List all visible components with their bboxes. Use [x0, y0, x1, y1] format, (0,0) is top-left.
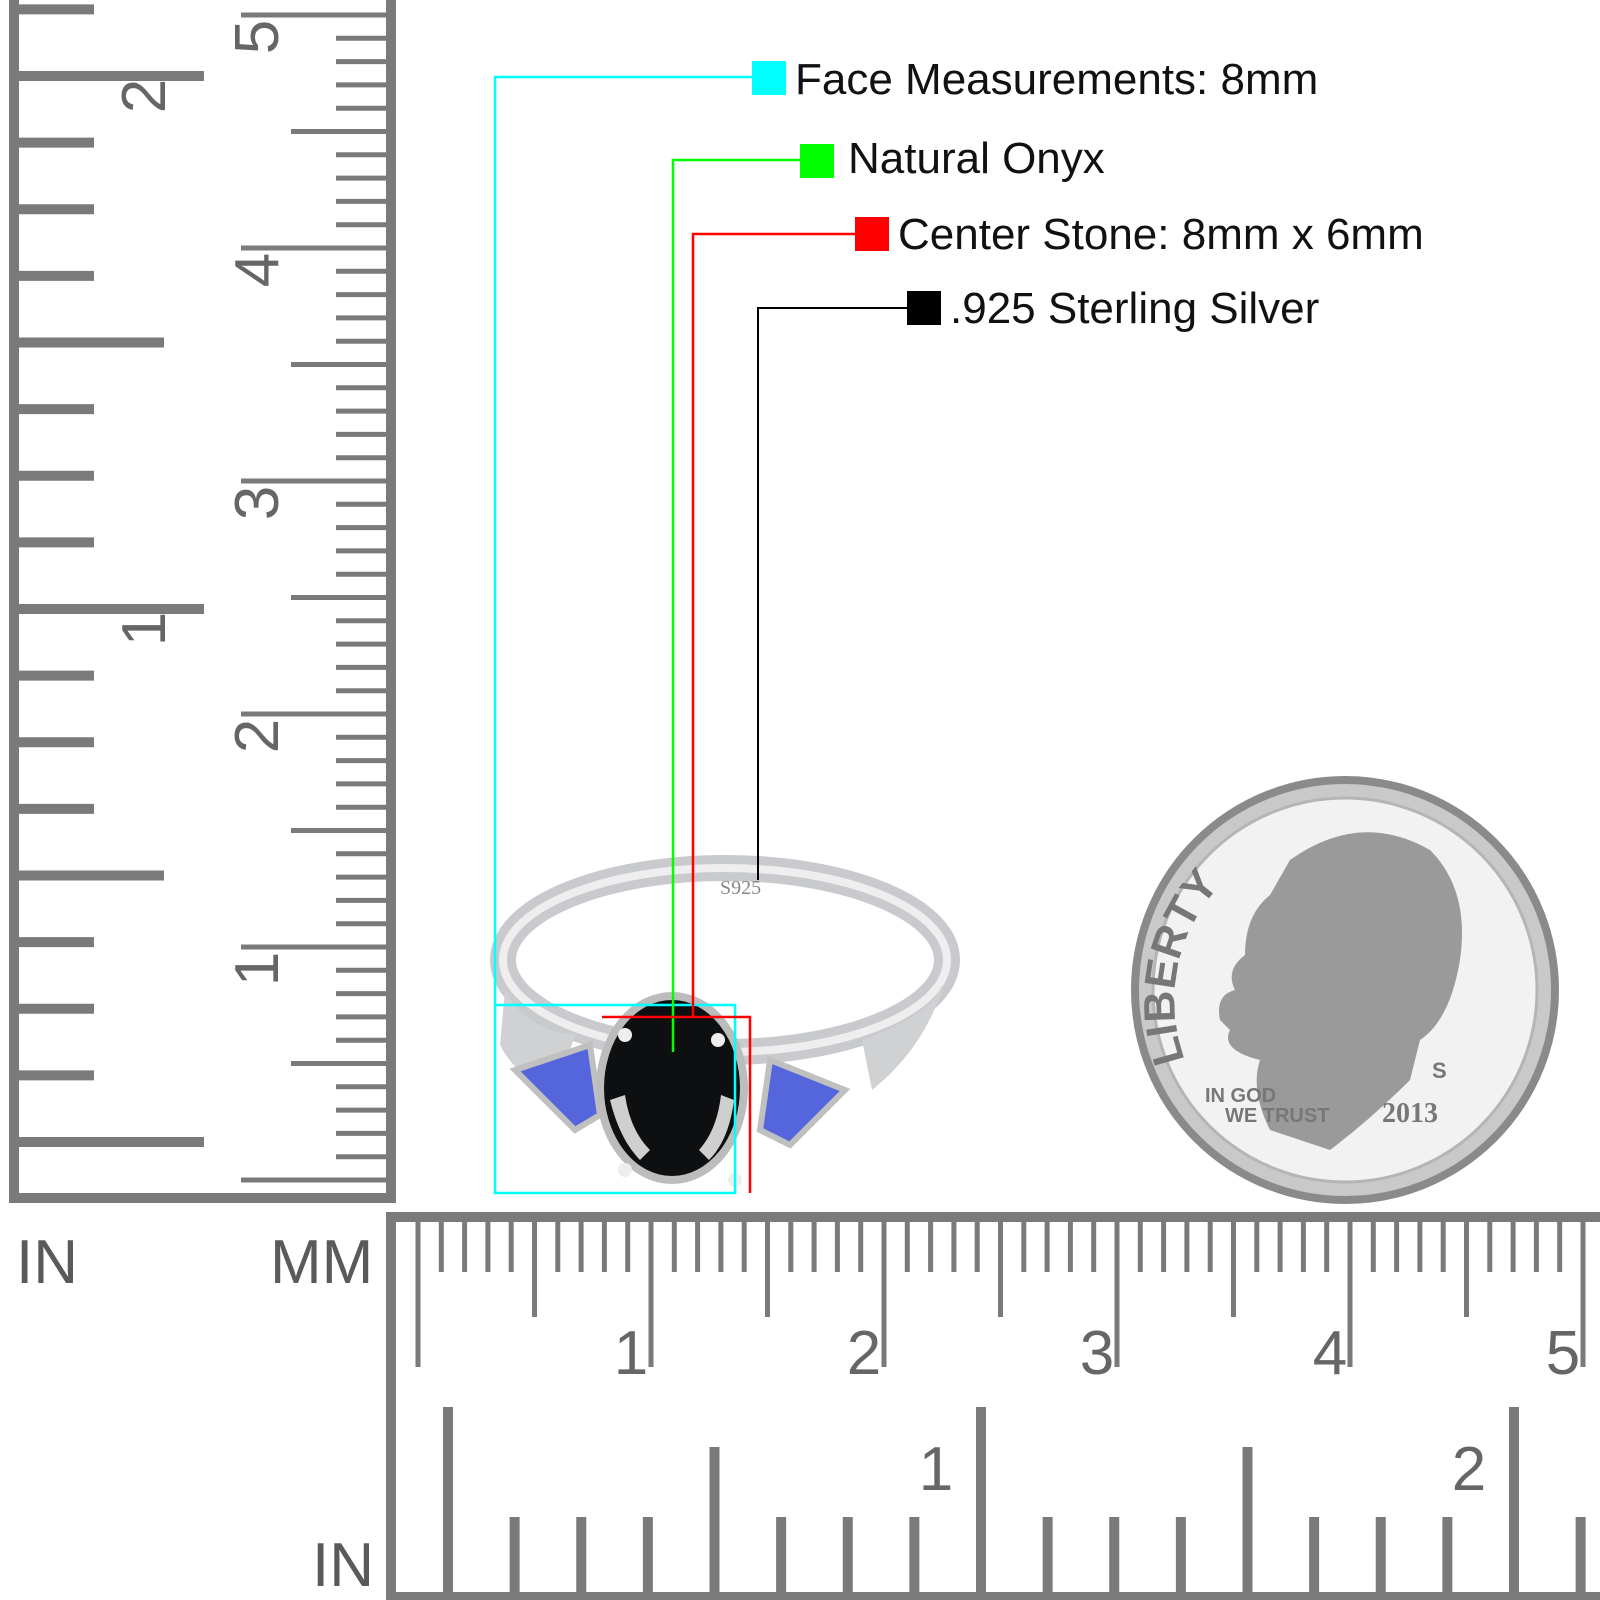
face-measurement-line: [493, 75, 752, 1195]
swatch-green: [800, 144, 834, 178]
vertical-mm-label: 1: [223, 952, 292, 986]
dime-coin: LIBERTY IN GOD WE TRUST 2013 S: [1131, 776, 1559, 1204]
horizontal-mm-label: 1: [614, 1319, 648, 1388]
legend-swatches: [752, 61, 941, 325]
right-side-stone: [756, 1055, 851, 1149]
vertical-mm-label: 2: [223, 719, 292, 753]
legend-sterling-silver: .925 Sterling Silver: [950, 284, 1320, 333]
horizontal-inch-label: 2: [1452, 1435, 1486, 1504]
left-ruler-mm-unit: MM: [270, 1228, 374, 1297]
onyx-line: [671, 158, 800, 1052]
bottom-ruler-inch-unit: IN: [312, 1531, 374, 1600]
horizontal-inch-label: 1: [919, 1435, 953, 1504]
legend-face-measurements: Face Measurements: 8mm: [795, 55, 1319, 104]
center-stone-line: [602, 232, 855, 1193]
swatch-red: [855, 217, 889, 251]
vertical-mm-label: 3: [223, 486, 292, 520]
legend-natural-onyx: Natural Onyx: [848, 134, 1105, 183]
ring-stamp: S925: [720, 877, 761, 899]
coin-mint-mark: S: [1432, 1058, 1447, 1083]
horizontal-mm-label: 2: [847, 1319, 881, 1388]
ring: S925: [490, 855, 960, 1187]
vertical-ruler: 1 2 3 4 5 1 2: [9, 0, 396, 1203]
coin-motto-1: IN GOD: [1205, 1085, 1276, 1107]
horizontal-ruler-frame: [386, 1212, 1600, 1600]
legend-center-stone: Center Stone: 8mm x 6mm: [898, 210, 1424, 259]
silver-line: [757, 307, 907, 880]
swatch-black: [907, 291, 941, 325]
horizontal-ruler: 1 2 3 4 51 2: [386, 1212, 1600, 1600]
swatch-cyan: [752, 61, 786, 95]
coin-portrait: [1219, 832, 1462, 1150]
horizontal-mm-label: 4: [1313, 1319, 1347, 1388]
vertical-ruler-frame: [9, 0, 396, 1203]
leader-lines: [493, 75, 907, 1195]
coin-motto-2: WE TRUST: [1225, 1105, 1329, 1127]
vertical-mm-label: 5: [223, 20, 292, 54]
vertical-mm-label: 4: [223, 253, 292, 287]
left-ruler-inch-unit: IN: [16, 1228, 78, 1297]
vertical-inch-label: 2: [110, 79, 179, 113]
vertical-inch-label: 1: [110, 612, 179, 646]
horizontal-mm-label: 5: [1546, 1319, 1580, 1388]
horizontal-mm-label: 3: [1080, 1319, 1114, 1388]
coin-year: 2013: [1382, 1098, 1438, 1129]
